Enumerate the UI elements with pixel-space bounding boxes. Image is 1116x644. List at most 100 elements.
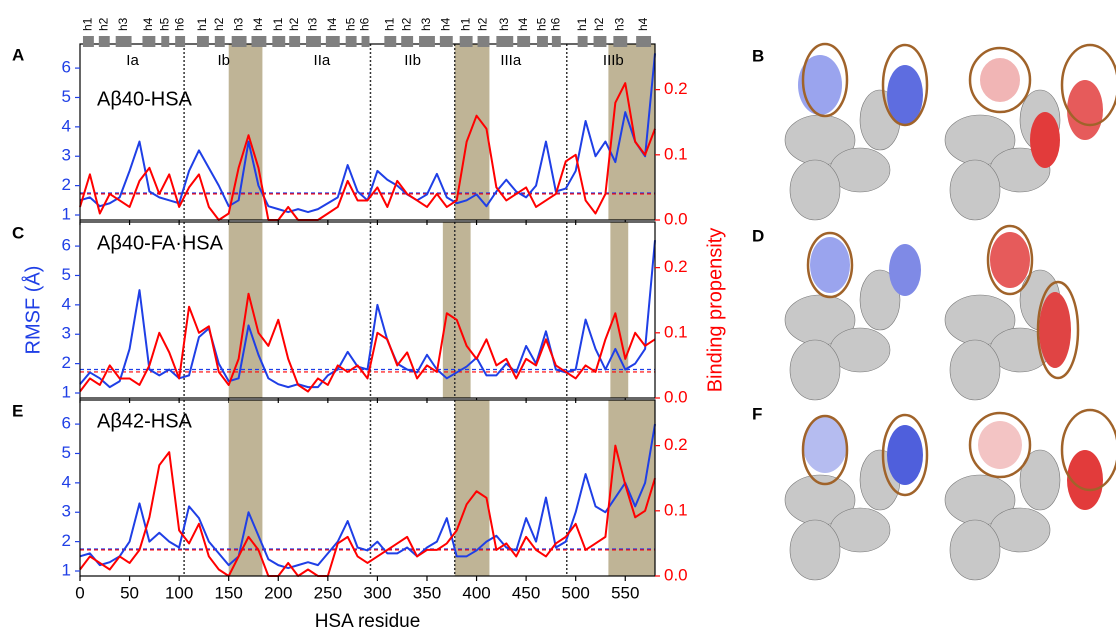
page: B D F 1234560.00.10.2AAβ40-HSA1234560.00…	[0, 0, 1116, 644]
y-tick-label: 4	[62, 116, 71, 135]
helix-bar	[578, 36, 588, 47]
panel-letter: D	[752, 226, 764, 245]
helix-label: h5	[157, 17, 171, 31]
helix-label: h2	[212, 17, 226, 31]
domain-label: IIa	[314, 52, 331, 69]
annotation: Aβ40-HSA	[97, 88, 193, 110]
helix-label: h2	[592, 17, 606, 31]
domain-label: IIb	[404, 52, 421, 69]
helix-label: h2	[476, 17, 490, 31]
helix-label: h3	[231, 17, 245, 31]
y2-tick-label: 0.2	[664, 435, 688, 454]
helix-label: h1	[458, 17, 472, 31]
helix-label: h4	[516, 17, 530, 31]
y-tick-label: 6	[62, 58, 71, 77]
helix-bar	[401, 36, 413, 47]
helix-bar	[478, 36, 490, 47]
helix-bar	[346, 36, 357, 47]
helix-bar	[215, 36, 225, 47]
helix-bar	[83, 36, 94, 47]
helix-label: h3	[419, 17, 433, 31]
helix-label: h4	[141, 17, 155, 31]
helix-label: h3	[116, 17, 130, 31]
x-tick-label: 500	[562, 583, 590, 602]
y-tick-label: 3	[62, 146, 71, 165]
helix-bar	[306, 36, 321, 47]
helix-label: h6	[172, 17, 186, 31]
y-tick-label: 5	[62, 87, 71, 106]
domain-label: Ib	[217, 52, 230, 69]
helix-bar	[175, 36, 185, 47]
helix-label: h4	[438, 17, 452, 31]
helix-bar	[289, 36, 300, 47]
helix-bar	[636, 36, 651, 47]
helix-bar	[613, 36, 627, 47]
panel-letter: B	[752, 46, 764, 65]
x-tick-label: 400	[462, 583, 490, 602]
x-tick-label: 150	[215, 583, 243, 602]
structure-images	[785, 44, 1116, 580]
helix-bar	[552, 36, 561, 47]
x-tick-label: 50	[120, 583, 139, 602]
helix-bar	[419, 36, 435, 47]
helix-bar	[272, 36, 285, 47]
x-tick-label: 250	[314, 583, 342, 602]
helix-bar	[116, 36, 132, 47]
helix-label: h6	[358, 17, 372, 31]
structure-row	[785, 410, 1116, 580]
x-axis-label: HSA residue	[315, 611, 421, 632]
annotation: Aβ40-FA·HSA	[97, 232, 224, 254]
helix-label: h2	[399, 17, 413, 31]
helix-bar	[197, 36, 209, 47]
y-tick-label: 3	[62, 502, 71, 521]
y-tick-label: 6	[62, 236, 71, 255]
helix-bar	[517, 36, 530, 47]
figure: B D F 1234560.00.10.2AAβ40-HSA1234560.00…	[0, 0, 1116, 644]
helix-label: h3	[612, 17, 626, 31]
helix-label: h2	[287, 17, 301, 31]
y-tick-label: 4	[62, 472, 71, 491]
helix-label: h4	[636, 17, 650, 31]
domain-label: IIIa	[500, 52, 522, 69]
helix-bar	[362, 36, 370, 47]
panel-letter: E	[12, 401, 23, 420]
helix-label: h3	[497, 17, 511, 31]
helix-bar	[161, 36, 169, 47]
y2-tick-label: 0.1	[664, 144, 688, 163]
helix-bar	[496, 36, 513, 47]
helix-label: h3	[306, 17, 320, 31]
y-tick-label: 5	[62, 443, 71, 462]
x-tick-label: 350	[413, 583, 441, 602]
helix-bar	[594, 36, 607, 47]
y-tick-label: 2	[62, 175, 71, 194]
helix-bar	[99, 36, 110, 47]
helix-label: h1	[81, 17, 95, 31]
helix-label: h6	[549, 17, 563, 31]
structure-row	[785, 44, 1116, 220]
helix-bar	[440, 36, 453, 47]
y2-tick-label: 0.0	[664, 209, 688, 228]
panel-letter: F	[752, 404, 762, 423]
series-line	[80, 53, 655, 212]
x-tick-label: 300	[363, 583, 391, 602]
y-tick-label: 2	[62, 531, 71, 550]
panel-letter: C	[12, 223, 24, 242]
helix-bar	[142, 36, 155, 47]
helix-bar	[384, 36, 396, 47]
series-line	[80, 424, 655, 568]
helix-bar	[232, 36, 247, 47]
panel-letter: A	[12, 45, 24, 64]
y-tick-label: 4	[62, 294, 71, 313]
helix-label: h5	[343, 17, 357, 31]
y2-tick-label: 0.1	[664, 322, 688, 341]
annotation: Aβ42-HSA	[97, 410, 193, 432]
series-line	[80, 294, 655, 392]
y2-tick-label: 0.2	[664, 79, 688, 98]
y2-tick-label: 0.1	[664, 500, 688, 519]
series-line	[80, 240, 655, 387]
structure-row	[785, 226, 1078, 400]
y-tick-label: 1	[62, 382, 71, 401]
